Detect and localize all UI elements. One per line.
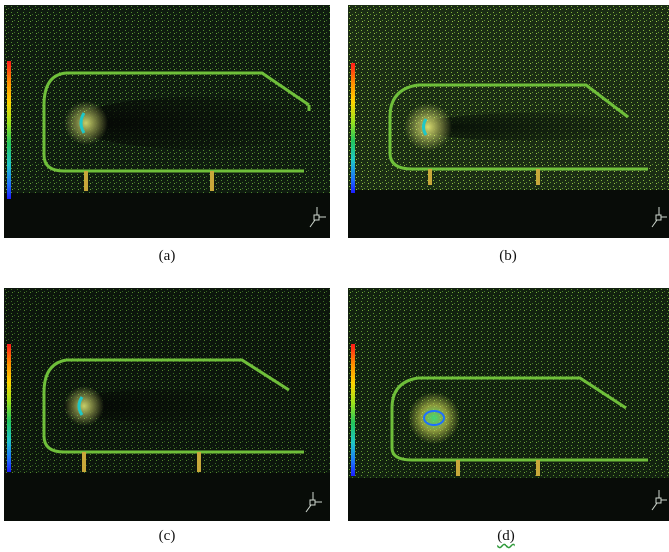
velocity-contour-image-c	[4, 288, 330, 521]
ground-region	[348, 190, 669, 238]
caption-c: (c)	[147, 528, 187, 545]
velocity-contour-image-a	[4, 5, 330, 238]
color-legend-bar	[7, 61, 11, 199]
color-legend-bar	[7, 344, 11, 472]
vehicle-support-right	[197, 452, 201, 472]
velocity-contour-image-b	[348, 5, 669, 238]
flow-field	[348, 288, 669, 478]
vehicle-support-left	[428, 169, 432, 185]
ground-region	[4, 193, 330, 238]
caption-a: (a)	[147, 248, 187, 265]
stagnation-glow	[404, 103, 452, 151]
vehicle-support-left	[456, 460, 460, 476]
vehicle-support-right	[536, 169, 540, 185]
stagnation-glow	[64, 101, 108, 145]
color-legend-bar	[351, 63, 355, 193]
stagnation-glow	[64, 386, 104, 426]
ground-region	[4, 473, 330, 521]
panel-a: (a)	[4, 5, 330, 238]
vehicle-support-left	[84, 171, 88, 191]
panel-c: (c)	[4, 288, 330, 521]
wake-region	[74, 97, 314, 149]
panel-b: (b)	[348, 5, 669, 238]
ground-region	[348, 478, 669, 521]
color-legend-bar	[351, 344, 355, 476]
caption-d: (d)	[486, 528, 526, 545]
vehicle-support-right	[536, 460, 540, 476]
vehicle-support-right	[210, 171, 214, 191]
caption-b: (b)	[488, 248, 528, 265]
vehicle-support-left	[82, 452, 86, 472]
panel-d: (d)	[348, 288, 669, 521]
caption-d-text: (d)	[497, 528, 515, 544]
velocity-contour-image-d	[348, 288, 669, 521]
stagnation-glow	[408, 392, 460, 444]
